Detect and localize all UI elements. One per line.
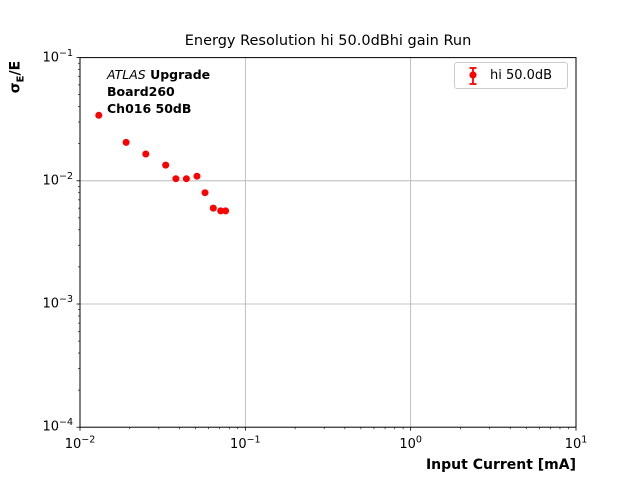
- y-tick-label: 10−2: [42, 170, 73, 189]
- annotation-line-1: ATLAS Upgrade: [107, 66, 210, 83]
- x-tick-label: 100: [399, 434, 422, 452]
- annotation-upgrade: Upgrade: [145, 67, 211, 82]
- x-tick-label: 10−1: [230, 434, 261, 452]
- data-point: [222, 207, 230, 215]
- x-tick-label: 10−2: [64, 434, 96, 452]
- data-point: [193, 172, 201, 180]
- legend-entry-label: hi 50.0dB: [490, 68, 553, 83]
- y-axis-label: σE/E: [8, 61, 27, 93]
- y-tick-label: 10−3: [42, 294, 73, 312]
- x-axis-label: Input Current [mA]: [425, 457, 576, 473]
- x-tick-label: 101: [564, 434, 588, 452]
- annotation-line-2: Board260: [107, 84, 175, 99]
- data-point: [217, 207, 225, 215]
- data-point: [162, 161, 170, 169]
- axes-frame: [79, 57, 577, 428]
- annotation-line-3: Ch016 50dB: [107, 101, 192, 116]
- y-tick-label: 10−1: [42, 47, 73, 66]
- data-point: [122, 138, 130, 146]
- errorbar-marker-icon: [469, 66, 477, 85]
- y-axis-label-sigma: σ: [7, 82, 24, 94]
- data-point: [182, 175, 190, 183]
- data-point: [172, 175, 180, 183]
- y-axis-label-subscript: E: [15, 75, 27, 83]
- data-point: [142, 150, 150, 158]
- chart-title: Energy Resolution hi 50.0dBhi gain Run: [184, 33, 472, 49]
- y-axis-label-rest: /E: [7, 60, 24, 76]
- y-tick-label: 10−4: [42, 417, 73, 435]
- data-point: [95, 111, 103, 119]
- annotation-text: ATLAS Upgrade Board260 Ch016 50dB: [107, 66, 210, 117]
- legend-box: hi 50.0dB: [454, 62, 568, 89]
- data-point: [201, 189, 209, 197]
- annotation-atlas: ATLAS: [107, 67, 146, 82]
- data-point: [209, 204, 217, 212]
